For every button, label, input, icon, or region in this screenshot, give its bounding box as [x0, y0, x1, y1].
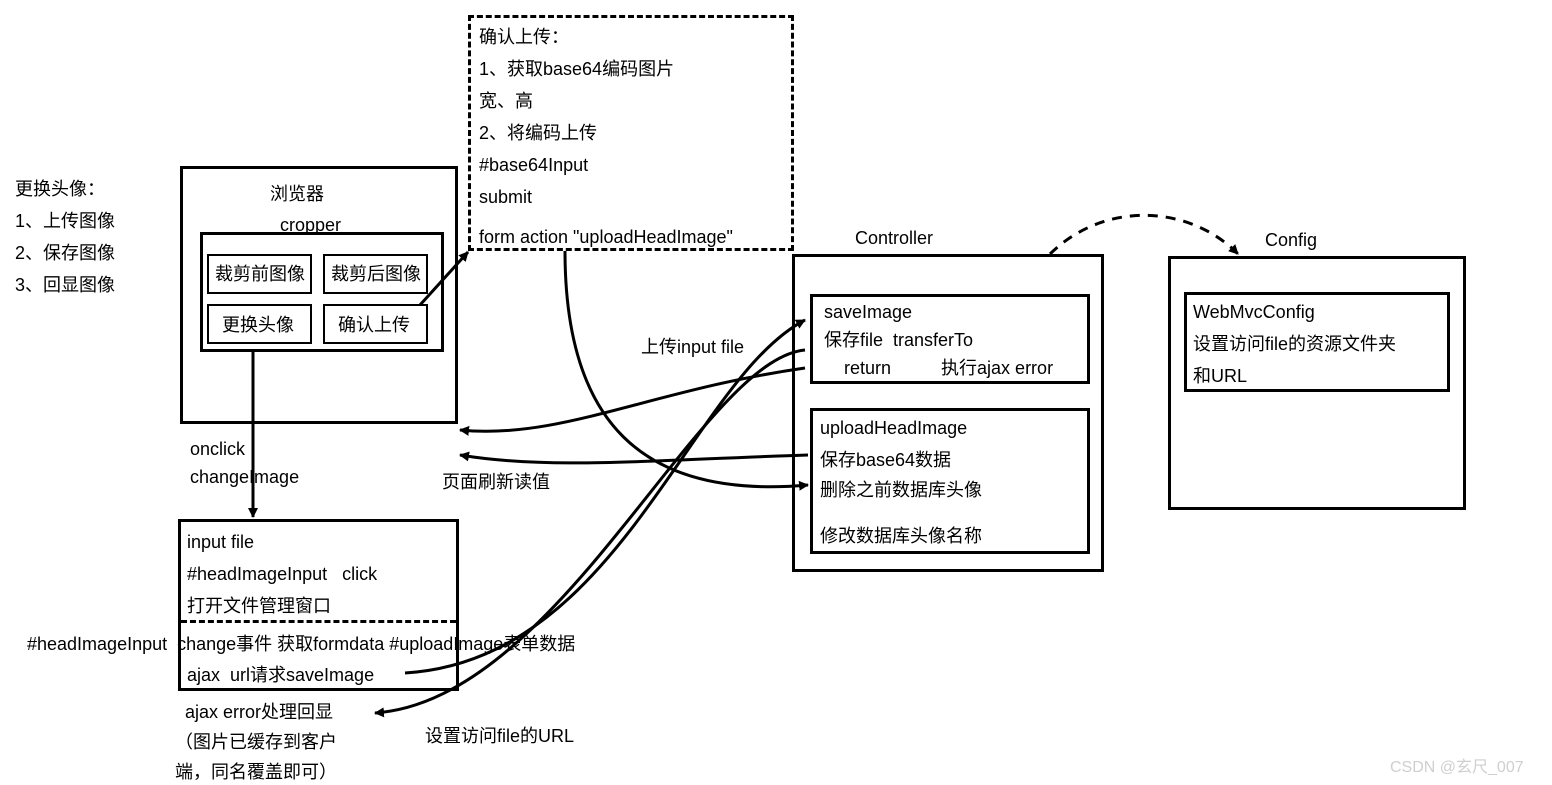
saveimage-l1: saveImage: [824, 300, 912, 325]
postcrop-label: 裁剪后图像: [331, 262, 421, 287]
upload-inputfile-label: 上传input file: [641, 335, 744, 360]
intro-title: 更换头像：: [15, 177, 105, 202]
inputbox-divider: [181, 620, 456, 623]
inputbox-l4: ajax url请求saveImage: [187, 663, 374, 688]
change-avatar-label: 更换头像: [222, 313, 294, 338]
inputbox-l2: #headImageInput click: [187, 562, 377, 587]
changeimage-label: changeImage: [190, 465, 299, 490]
confirm-l4: 2、将编码上传: [479, 121, 597, 146]
cropper-title: cropper: [280, 213, 341, 238]
uploadhead-l2: 保存base64数据: [820, 448, 951, 473]
confirm-l2: 1、获取base64编码图片: [479, 57, 674, 82]
onclick-label: onclick: [190, 437, 245, 462]
webmvc-l2: 设置访问file的资源文件夹: [1193, 332, 1396, 357]
confirm-upload-label: 确认上传: [338, 313, 410, 338]
uploadhead-l4: 修改数据库头像名称: [820, 524, 982, 549]
controller-title: Controller: [855, 226, 933, 251]
browser-title: 浏览器: [270, 182, 324, 207]
setfileurl-label: 设置访问file的URL: [425, 724, 574, 749]
inputbox-l3: 打开文件管理窗口: [187, 594, 331, 619]
intro-line1: 1、上传图像: [15, 209, 115, 234]
after-l2: （图片已缓存到客户: [175, 730, 337, 755]
saveimage-l2: 保存file transferTo: [824, 328, 973, 353]
watermark: CSDN @玄尺_007: [1390, 753, 1524, 777]
precrop-label: 裁剪前图像: [215, 262, 305, 287]
after-l1: ajax error处理回显: [185, 700, 333, 725]
saveimage-l3: return 执行ajax error: [824, 356, 1053, 381]
refresh-label: 页面刷新读值: [442, 470, 550, 495]
confirm-l5: #base64Input: [479, 153, 588, 178]
intro-line3: 3、回显图像: [15, 273, 115, 298]
confirm-l7: form action "uploadHeadImage": [479, 225, 733, 250]
confirm-l1: 确认上传：: [479, 25, 569, 50]
after-l3: 端，同名覆盖即可）: [175, 760, 337, 785]
inputbox-mid: #headImageInput change事件 获取formdata #upl…: [27, 632, 575, 657]
webmvc-l1: WebMvcConfig: [1193, 300, 1315, 325]
config-title: Config: [1265, 228, 1317, 253]
webmvc-l3: 和URL: [1193, 364, 1247, 389]
confirm-l3: 宽、高: [479, 89, 533, 114]
uploadhead-l1: uploadHeadImage: [820, 416, 967, 441]
confirm-l6: submit: [479, 185, 532, 210]
intro-line2: 2、保存图像: [15, 241, 115, 266]
inputbox-l1: input file: [187, 530, 254, 555]
uploadhead-l3: 删除之前数据库头像: [820, 478, 982, 503]
